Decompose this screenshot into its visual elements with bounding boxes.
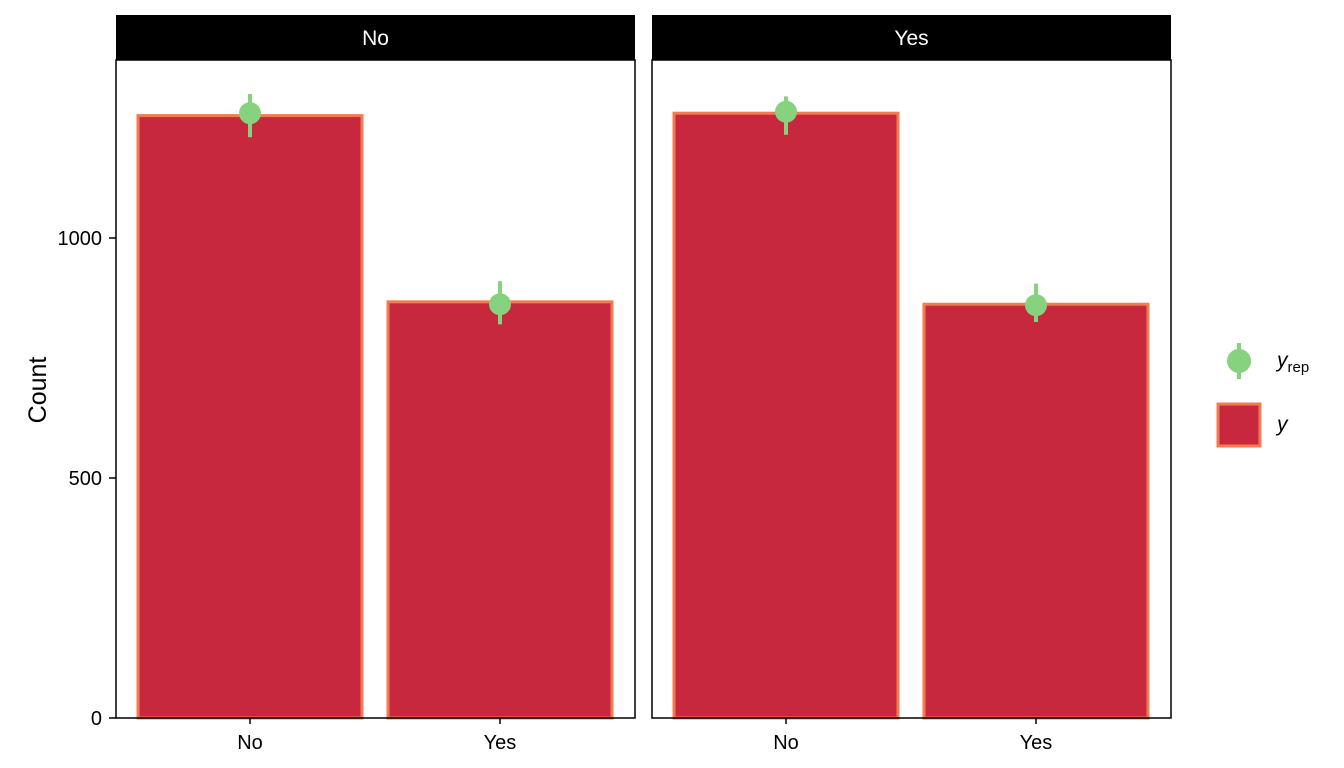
facet-strip-label: Yes xyxy=(894,27,928,50)
facet-strip xyxy=(116,15,635,60)
y-tick-label: 500 xyxy=(69,468,102,490)
panel-border xyxy=(115,59,636,719)
facet-panel-yes: Yes No Yes xyxy=(651,15,1172,754)
facet-strip-label: No xyxy=(362,27,389,50)
legend-label-y: y xyxy=(1275,413,1289,436)
x-tick-label: Yes xyxy=(484,732,517,754)
legend-item-y: y xyxy=(1216,402,1289,448)
yrep-point-no xyxy=(239,102,261,125)
x-tick-label: No xyxy=(237,732,263,754)
legend-item-yrep: yrep xyxy=(1227,343,1309,379)
yrep-point-yes xyxy=(489,293,511,316)
yrep-point-yes xyxy=(1025,294,1047,317)
bar-yes xyxy=(386,300,614,720)
facet-panel-no: No No Yes xyxy=(115,15,636,754)
legend-point-swatch xyxy=(1227,349,1251,373)
yrep-point-no xyxy=(775,100,797,123)
bar-no xyxy=(672,111,900,720)
legend-label-yrep: yrep xyxy=(1275,349,1309,376)
bar-yes xyxy=(922,302,1150,720)
legend: yrep y xyxy=(1216,343,1309,448)
y-tick-label: 0 xyxy=(91,708,102,730)
x-tick-label: Yes xyxy=(1020,732,1053,754)
x-tick-label: No xyxy=(773,732,799,754)
panel-border xyxy=(651,59,1172,719)
facet-strip xyxy=(652,15,1171,60)
legend-bar-swatch xyxy=(1216,402,1262,448)
y-axis-title: Count xyxy=(24,357,52,424)
bar-no xyxy=(136,114,364,720)
y-tick-label: 1000 xyxy=(58,228,103,250)
